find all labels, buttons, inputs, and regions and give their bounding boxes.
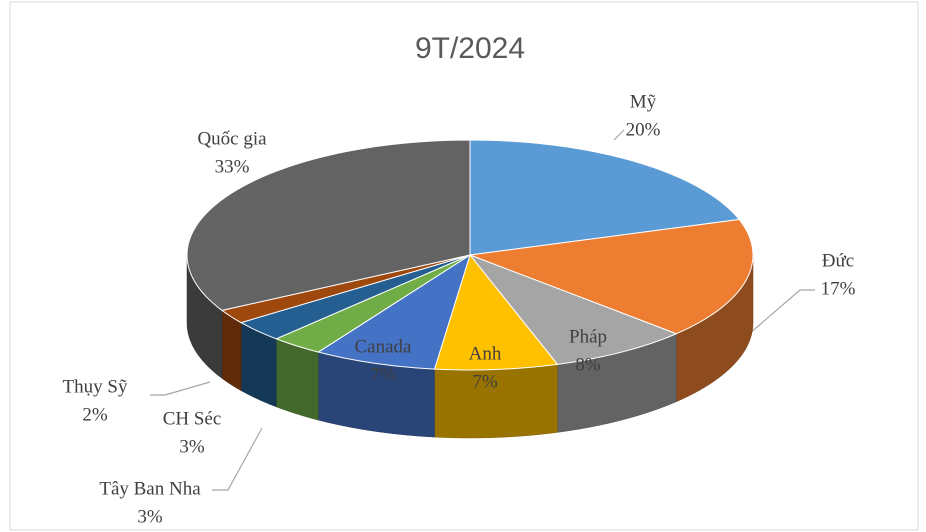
slice [317,253,471,370]
leader-line [212,427,263,491]
slice [469,139,741,256]
leader-lines [150,129,815,491]
data-label-value: 2% [82,404,108,425]
slice-side [221,309,242,392]
side-walls [186,254,754,439]
data-label-value: 8% [575,354,601,375]
slice [274,254,471,353]
data-label-name: Anh [469,343,502,364]
data-label-value: 7% [370,364,396,385]
data-label-value: 33% [215,156,250,177]
data-label-value: 7% [472,371,498,392]
leader-line [150,381,211,396]
data-label-name: Quốc gia [197,128,267,149]
slice [468,253,678,365]
pie-top [186,139,754,371]
data-label-name: Tây Ban Nha [99,478,201,499]
data-label-name: Pháp [569,326,607,347]
data-label-name: Thụy Sỹ [63,376,128,397]
data-label-value: 20% [626,119,661,140]
data-label-value: 3% [137,506,163,527]
data-label-name: Canada [355,336,413,357]
data-label-value: 3% [179,436,205,457]
slice [186,139,471,311]
slice-side [276,338,319,421]
data-label-name: Mỹ [630,91,657,112]
data-label-name: CH Séc [163,408,222,429]
leader-line [613,129,625,141]
slice [433,253,559,371]
data-label-name: Đức [822,250,854,271]
data-label-value: 17% [821,278,856,299]
leader-line [741,289,815,341]
slice [239,254,471,340]
slice [469,218,754,335]
chart-title: 9T/2024 [415,32,525,65]
